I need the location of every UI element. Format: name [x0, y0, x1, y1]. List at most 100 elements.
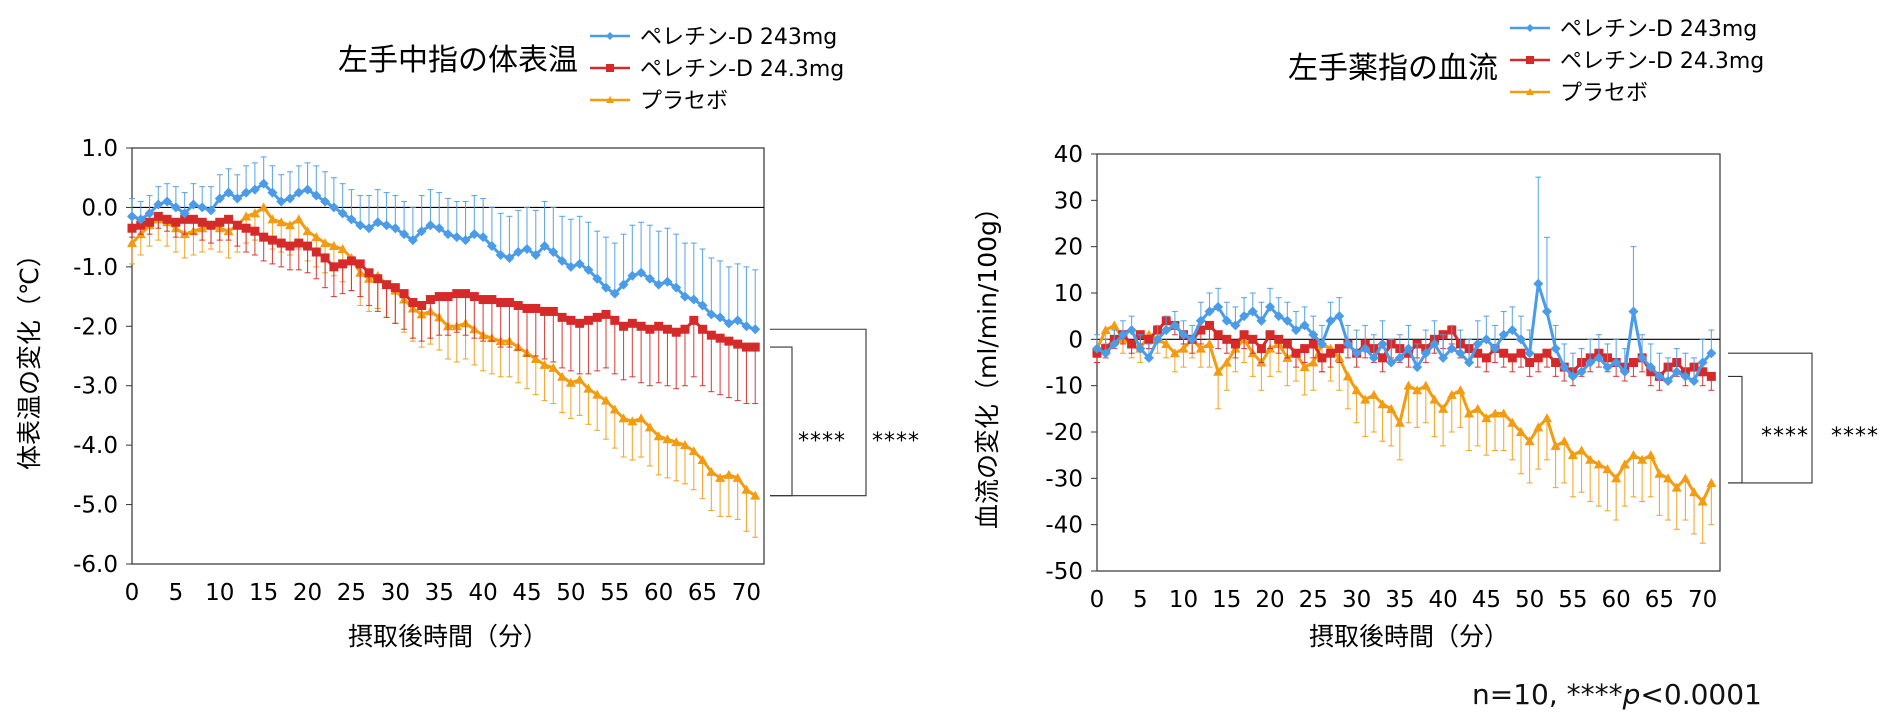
data-point — [706, 466, 717, 476]
data-point — [337, 244, 348, 254]
data-point — [1195, 315, 1206, 326]
data-point — [293, 214, 304, 224]
significance-label: **** — [872, 429, 920, 454]
y-tick-label: 0.0 — [81, 195, 118, 221]
data-point — [662, 434, 673, 444]
data-point — [706, 309, 717, 320]
data-point — [504, 252, 515, 263]
data-point — [478, 232, 489, 243]
x-tick-label: 30 — [381, 580, 410, 606]
data-point — [276, 217, 287, 227]
data-point — [145, 217, 155, 227]
data-point — [636, 321, 646, 331]
data-point — [504, 298, 514, 308]
x-tick-label: 5 — [169, 580, 184, 606]
footnote-suffix: <0.0001 — [1640, 678, 1762, 711]
data-point — [1559, 436, 1570, 446]
data-point — [1109, 320, 1120, 330]
data-point — [285, 241, 295, 251]
data-point — [373, 274, 383, 284]
data-point — [1368, 352, 1379, 363]
data-point — [522, 244, 532, 255]
data-point — [548, 247, 559, 257]
data-point — [618, 413, 629, 423]
data-point — [302, 226, 313, 236]
data-point — [443, 292, 453, 302]
data-point — [495, 249, 506, 260]
significance-label: **** — [1831, 424, 1879, 449]
data-point — [1161, 338, 1172, 348]
data-point — [1663, 376, 1674, 387]
data-point — [1585, 454, 1596, 464]
y-tick-label: -5.0 — [73, 493, 118, 519]
x-tick-label: 40 — [1428, 587, 1457, 613]
x-tick-label: 25 — [1299, 587, 1328, 613]
data-point — [1308, 339, 1318, 349]
x-tick-label: 10 — [1169, 587, 1198, 613]
data-point — [179, 208, 190, 219]
data-point — [513, 300, 523, 310]
data-point — [197, 217, 207, 227]
data-point — [1265, 330, 1275, 340]
data-point — [382, 280, 392, 290]
data-point — [1567, 450, 1578, 460]
data-point — [417, 300, 427, 310]
data-point — [1507, 325, 1518, 336]
data-point — [232, 220, 242, 230]
data-point — [1637, 454, 1648, 464]
y-tick-label: -50 — [1045, 559, 1083, 585]
data-point — [320, 196, 331, 207]
x-tick-label: 30 — [1342, 587, 1371, 613]
data-point — [214, 193, 225, 204]
data-point — [689, 315, 699, 325]
data-point — [540, 306, 550, 316]
data-point — [1204, 306, 1215, 317]
x-tick-label: 5 — [1133, 587, 1148, 613]
data-point — [1265, 301, 1276, 312]
data-point — [723, 469, 734, 479]
x-tick-label: 20 — [293, 580, 322, 606]
data-point — [1628, 450, 1639, 460]
x-axis-label: 摂取後時間（分） — [1309, 622, 1509, 651]
data-point — [224, 214, 234, 224]
data-point — [1516, 348, 1526, 358]
data-point — [311, 190, 322, 201]
data-point — [276, 238, 286, 248]
data-point — [250, 226, 260, 236]
data-point — [1628, 358, 1638, 367]
data-point — [1473, 348, 1483, 358]
x-tick-label: 0 — [125, 580, 140, 606]
data-point — [1507, 353, 1517, 363]
data-point — [434, 292, 444, 302]
data-point — [153, 199, 164, 210]
data-point — [601, 309, 611, 319]
data-point — [1585, 357, 1596, 368]
data-point — [732, 472, 743, 482]
data-point — [592, 273, 603, 284]
data-point — [627, 270, 638, 281]
y-tick-label: -20 — [1045, 420, 1083, 446]
data-point — [1351, 385, 1362, 395]
data-point — [285, 193, 295, 204]
data-point — [364, 268, 374, 278]
data-point — [328, 202, 339, 213]
data-point — [1144, 334, 1154, 344]
data-point — [135, 214, 146, 225]
data-point — [1525, 358, 1535, 367]
data-point — [1654, 371, 1665, 382]
data-point — [188, 214, 198, 224]
data-point — [285, 220, 295, 230]
data-point — [1689, 376, 1700, 387]
x-tick-label: 15 — [1212, 587, 1241, 613]
bracket-line — [770, 328, 867, 497]
data-point — [337, 208, 348, 219]
data-point — [539, 359, 550, 369]
data-point — [1403, 343, 1414, 354]
footnote-prefix: n=10, **** — [1472, 678, 1623, 711]
data-point — [1204, 338, 1215, 348]
data-point — [609, 404, 620, 414]
data-point — [1213, 366, 1224, 376]
chart-title: 左手中指の体表温 — [338, 43, 578, 78]
data-point — [338, 259, 348, 269]
data-point — [259, 232, 269, 242]
